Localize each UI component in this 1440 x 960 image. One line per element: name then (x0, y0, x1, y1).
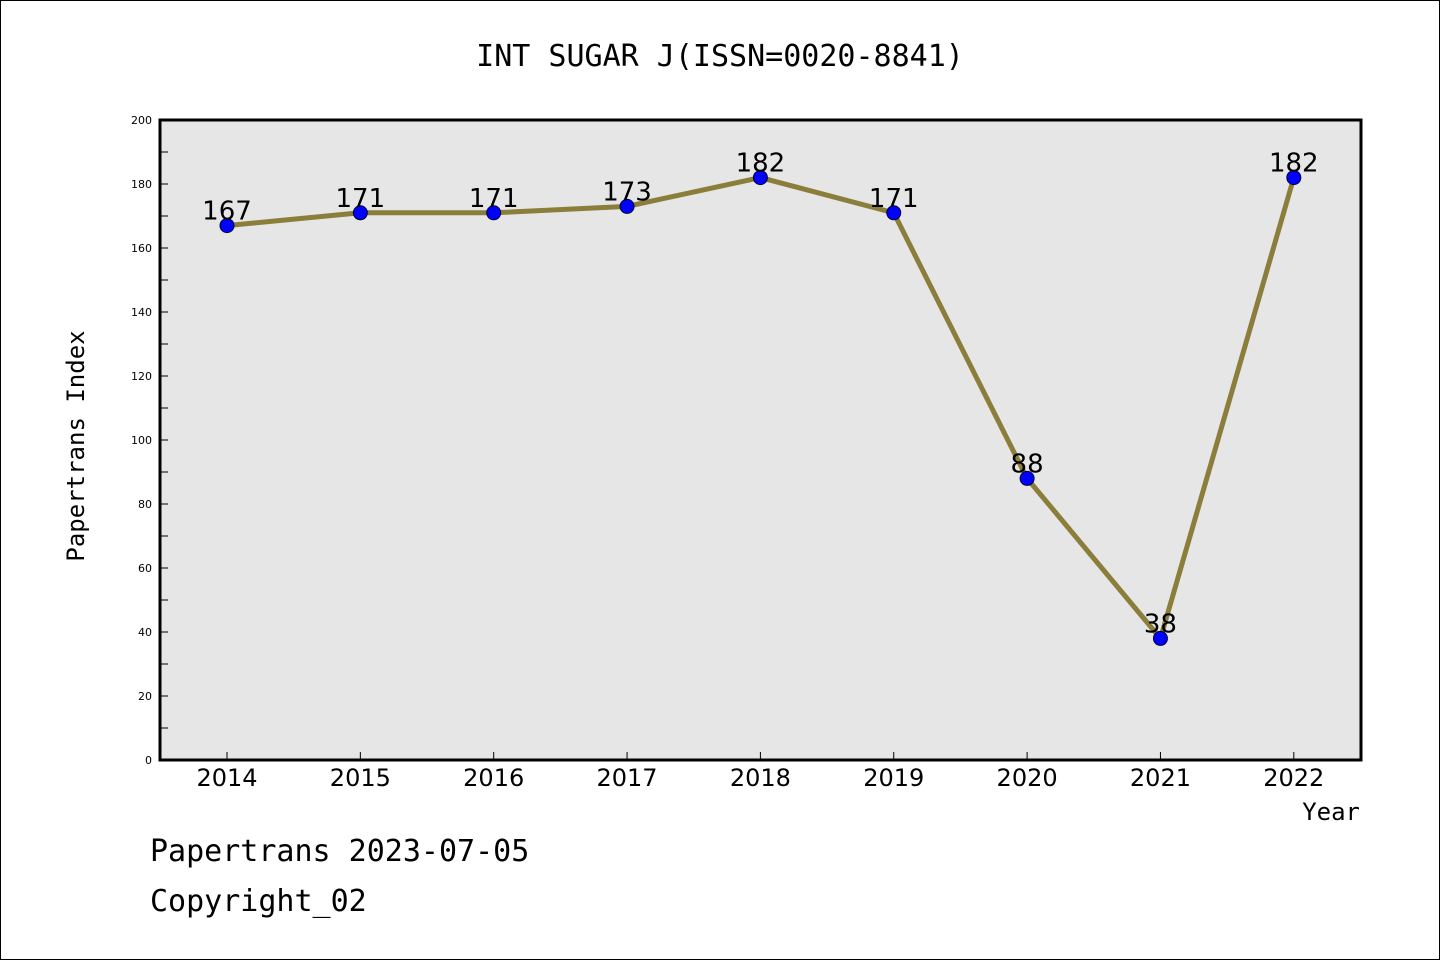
data-label: 171 (336, 184, 386, 214)
data-point (486, 205, 502, 221)
plot-area (158, 118, 1363, 762)
data-label: 171 (469, 184, 519, 214)
data-label: 171 (869, 184, 919, 214)
x-tick-label: 2021 (1130, 764, 1191, 792)
data-point (1152, 630, 1168, 646)
y-axis-label: Papertrans Index (62, 330, 90, 561)
x-tick-label: 2019 (863, 764, 924, 792)
y-tick-label: 20 (138, 690, 152, 703)
data-point (352, 205, 368, 221)
footer-copyright: Copyright_02 (150, 884, 367, 919)
data-point (219, 218, 235, 234)
data-point (752, 170, 768, 186)
data-label: 88 (1011, 449, 1044, 479)
y-tick-label: 40 (138, 626, 152, 639)
y-tick-label: 160 (131, 242, 152, 255)
data-point (1019, 470, 1035, 486)
data-label: 182 (1269, 149, 1319, 179)
data-label: 167 (202, 197, 252, 227)
x-axis-label: Year (1302, 798, 1360, 826)
x-tick-label: 2018 (730, 764, 791, 792)
data-point (1286, 170, 1302, 186)
x-tick-label: 2022 (1263, 764, 1324, 792)
x-tick-label: 2020 (997, 764, 1058, 792)
data-series: 167 171 171 173 182 171 88 38 182 (202, 149, 1319, 646)
y-tick-label: 100 (131, 434, 152, 447)
y-axis: 0 20 40 60 80 100 120 140 160 180 200 (131, 114, 168, 767)
chart-title: INT SUGAR J(ISSN=0020-8841) (476, 39, 964, 74)
data-label: 38 (1144, 609, 1177, 639)
y-tick-label: 120 (131, 370, 152, 383)
y-tick-label: 180 (131, 178, 152, 191)
data-label: 182 (736, 149, 786, 179)
data-point (886, 205, 902, 221)
data-point (619, 198, 635, 214)
x-tick-label: 2015 (330, 764, 391, 792)
y-tick-label: 200 (131, 114, 152, 127)
y-tick-label: 80 (138, 498, 152, 511)
x-axis: 2014 2015 2016 2017 2018 2019 2020 2021 2022 (196, 752, 1324, 792)
y-tick-label: 0 (145, 754, 152, 767)
y-tick-label: 140 (131, 306, 152, 319)
x-tick-label: 2014 (196, 764, 257, 792)
y-tick-label: 60 (138, 562, 152, 575)
x-tick-label: 2017 (597, 764, 658, 792)
x-tick-label: 2016 (463, 764, 524, 792)
data-label: 173 (602, 177, 652, 207)
footer-date: Papertrans 2023-07-05 (150, 834, 530, 869)
